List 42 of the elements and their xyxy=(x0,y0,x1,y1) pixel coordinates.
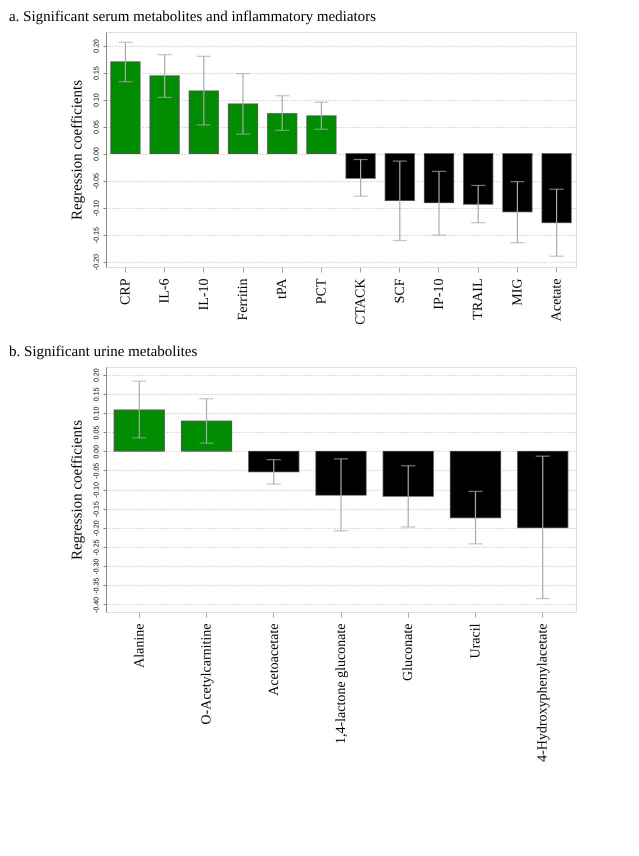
bar xyxy=(450,450,502,518)
chart-title: b. Significant urine metabolites xyxy=(9,344,198,360)
bar xyxy=(315,450,367,496)
bar xyxy=(306,115,336,154)
y-axis-title: Regression coefficients xyxy=(70,420,86,560)
x-tick-label: CRP xyxy=(118,278,134,305)
chart-title: a. Significant serum metabolites and inflammatory mediators xyxy=(9,9,376,25)
x-tick-label: O-Acetylcarnitine xyxy=(200,624,215,725)
bar xyxy=(110,61,141,154)
x-tick-label: Acetate xyxy=(550,278,565,322)
bar xyxy=(114,409,165,452)
x-tick-label: Ferritin xyxy=(236,278,251,320)
x-tick-label: MIG xyxy=(510,278,526,306)
bar xyxy=(384,153,415,201)
bar xyxy=(463,153,494,205)
x-tick-label: 4-Hydroxyphenylacetate xyxy=(536,624,551,762)
bar xyxy=(228,103,258,154)
bar xyxy=(502,153,532,212)
x-tick-label: 1,4-lactone gluconate xyxy=(334,624,349,744)
x-tick-label: Uracil xyxy=(468,623,484,658)
bar xyxy=(188,90,219,154)
bar xyxy=(267,113,298,154)
x-tick-label: IP-10 xyxy=(432,278,447,310)
bar xyxy=(382,450,434,497)
y-axis-title: Regression coefficients xyxy=(70,80,86,220)
bar xyxy=(541,153,572,224)
bar xyxy=(248,450,300,472)
bar xyxy=(180,420,232,452)
bar xyxy=(517,450,568,528)
bar xyxy=(346,153,376,179)
x-tick-label: PCT xyxy=(314,278,330,304)
x-tick-label: TRAIL xyxy=(471,278,486,320)
x-tick-label: IL-6 xyxy=(158,278,173,304)
x-tick-label: Acetoacetate xyxy=(266,624,282,696)
x-tick-label: IL-10 xyxy=(196,278,212,310)
bar xyxy=(424,153,454,204)
x-tick-label: Gluconate xyxy=(401,624,416,682)
x-tick-label: CTACK xyxy=(354,278,369,325)
x-tick-label: SCF xyxy=(392,278,408,304)
x-tick-label: tPA xyxy=(275,278,290,300)
bar xyxy=(150,75,180,154)
x-tick-label: Alanine xyxy=(132,624,148,668)
